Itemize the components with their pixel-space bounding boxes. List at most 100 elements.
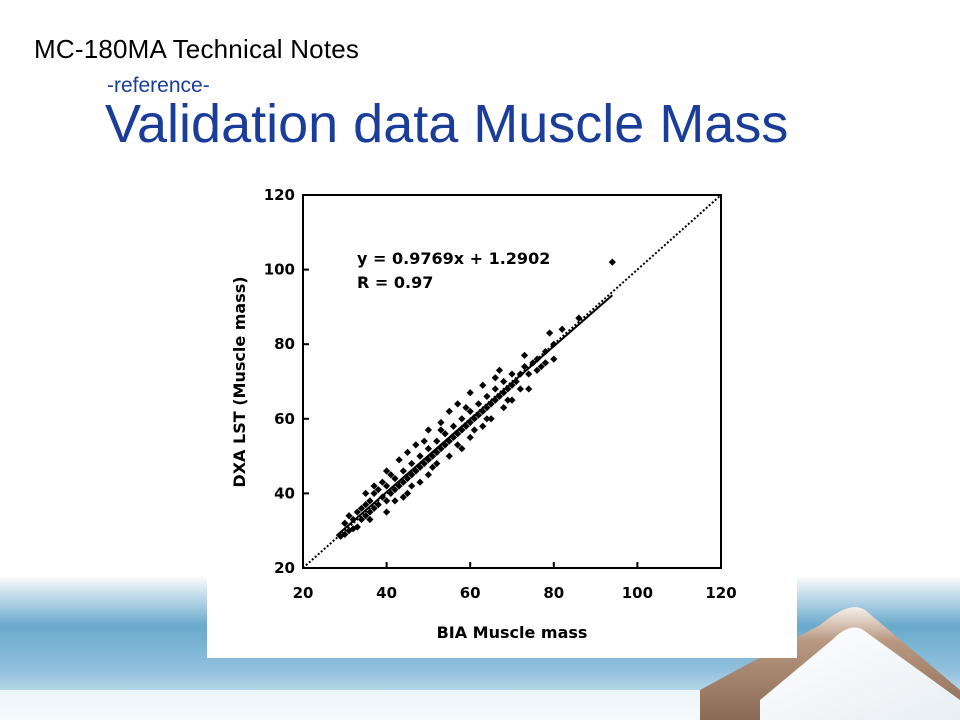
data-point <box>433 437 441 445</box>
data-point <box>608 258 616 266</box>
y-tick-label: 120 <box>264 186 295 204</box>
data-point <box>341 530 349 539</box>
data-point <box>558 325 566 333</box>
data-point <box>437 426 445 434</box>
y-axis-label: DXA LST (Muscle mass) <box>230 276 249 487</box>
data-point <box>546 329 554 337</box>
data-point <box>500 389 508 397</box>
data-point <box>541 359 550 367</box>
data-point <box>391 497 399 505</box>
data-point <box>387 471 395 479</box>
data-point <box>500 377 508 386</box>
data-point <box>491 385 499 393</box>
data-point <box>408 482 416 490</box>
data-point <box>395 456 403 464</box>
y-ticks: 20 40 60 80 100 120 <box>264 186 309 577</box>
data-point <box>337 532 345 540</box>
data-point <box>362 512 370 520</box>
data-point <box>541 348 550 356</box>
scatter-chart: 20 40 60 80 100 120 20 40 60 80 100 120 y = 0.9769… <box>230 186 737 642</box>
y-tick-label: 60 <box>274 410 295 428</box>
x-tick-label: 120 <box>705 584 736 602</box>
data-point <box>437 418 445 427</box>
x-tick-label: 100 <box>622 584 653 602</box>
data-point <box>458 426 466 434</box>
x-tick-label: 80 <box>543 584 564 602</box>
data-point <box>520 351 529 359</box>
data-point <box>345 512 353 520</box>
data-point <box>403 489 412 497</box>
data-point <box>487 415 495 423</box>
data-point <box>474 400 483 408</box>
data-point <box>399 467 407 475</box>
data-point <box>516 385 524 393</box>
data-point <box>529 359 537 367</box>
data-point <box>370 504 378 512</box>
data-point <box>462 422 470 430</box>
chart-panel: 20 40 60 80 100 120 20 40 60 80 100 120 y = 0.9769… <box>207 180 797 658</box>
subtitle: -reference- <box>107 74 210 97</box>
data-point <box>479 381 487 389</box>
data-point <box>483 415 491 423</box>
data-point <box>424 445 432 453</box>
data-point <box>491 396 499 404</box>
data-point <box>428 452 437 460</box>
data-point <box>416 452 424 460</box>
data-point <box>466 433 474 442</box>
data-point <box>550 355 558 363</box>
data-point <box>366 515 374 524</box>
data-point <box>399 493 407 501</box>
y-tick-label: 100 <box>264 261 295 279</box>
data-point <box>495 392 504 401</box>
y-tick-label: 20 <box>274 559 295 577</box>
regression-equation: y = 0.9769x + 1.2902 <box>357 249 550 268</box>
data-point <box>437 445 445 453</box>
data-point <box>370 489 378 497</box>
data-point <box>525 370 533 378</box>
data-point <box>420 459 428 468</box>
data-point <box>399 478 407 486</box>
data-point <box>433 448 441 456</box>
data-point <box>470 426 478 434</box>
x-tick-label: 60 <box>460 584 481 602</box>
data-point <box>412 441 420 449</box>
x-ticks: 20 40 60 80 100 120 <box>293 562 737 602</box>
data-point <box>458 415 466 423</box>
data-point <box>416 463 424 471</box>
y-tick-label: 80 <box>274 335 295 353</box>
data-point <box>466 389 474 397</box>
data-point <box>458 445 466 453</box>
data-point <box>479 422 487 430</box>
plot-area-frame <box>302 194 722 569</box>
data-point <box>374 486 382 494</box>
correlation-label: R = 0.97 <box>357 273 433 292</box>
data-point <box>491 374 499 382</box>
mountain-snow-icon <box>760 627 960 720</box>
y-tick-label: 40 <box>274 484 295 502</box>
data-point <box>550 340 558 348</box>
data-point <box>508 370 516 378</box>
slide-title: Validation data Muscle Mass <box>105 94 789 154</box>
data-point <box>403 474 412 483</box>
data-point <box>500 404 508 412</box>
data-point <box>533 355 541 363</box>
x-tick-label: 20 <box>293 584 314 602</box>
data-point <box>383 508 391 516</box>
data-point <box>445 407 453 415</box>
data-point <box>487 400 495 408</box>
data-point <box>362 500 370 509</box>
data-point <box>387 489 395 497</box>
data-point <box>366 508 374 516</box>
data-point <box>378 478 387 486</box>
data-point <box>433 459 441 468</box>
data-point <box>353 523 361 531</box>
data-point <box>424 471 432 479</box>
data-point <box>512 377 520 386</box>
data-point <box>408 471 416 479</box>
data-point <box>495 366 504 374</box>
data-point <box>424 426 432 434</box>
data-point <box>525 385 533 393</box>
data-point <box>454 400 462 408</box>
data-point <box>445 452 453 460</box>
data-point <box>445 437 453 445</box>
